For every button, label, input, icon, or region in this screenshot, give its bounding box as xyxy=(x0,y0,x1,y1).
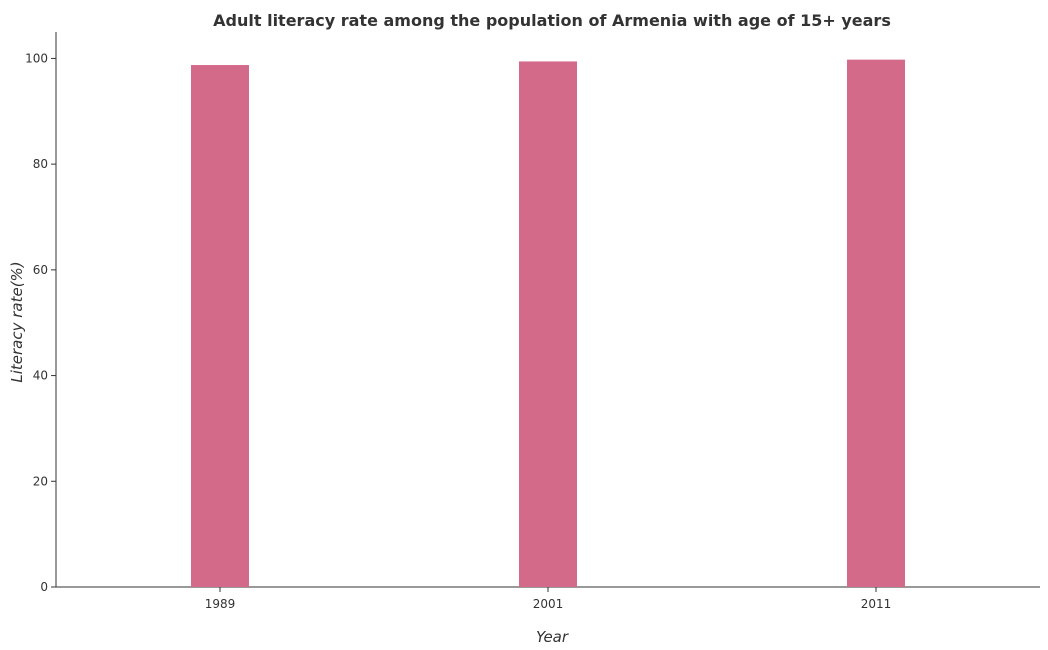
x-tick-label: 2001 xyxy=(533,597,564,611)
y-tick-label: 40 xyxy=(33,369,48,383)
bars xyxy=(191,59,905,588)
bar-2001 xyxy=(519,61,577,588)
y-tick-label: 20 xyxy=(33,474,48,488)
y-tick-label: 60 xyxy=(33,263,48,277)
bar-1989 xyxy=(191,65,249,588)
y-tick-label: 100 xyxy=(25,51,48,65)
plot-area: 0 20 40 60 80 100 1989 2001 2011 xyxy=(25,32,1040,611)
y-axis-label: Literacy rate(%) xyxy=(8,261,26,382)
x-tick-label: 1989 xyxy=(205,597,236,611)
x-tick-label: 2011 xyxy=(861,597,892,611)
y-tick-label: 0 xyxy=(40,580,48,594)
x-axis-ticks: 1989 2001 2011 xyxy=(205,587,892,611)
y-tick-label: 80 xyxy=(33,157,48,171)
bar-2011 xyxy=(847,59,905,587)
y-axis-ticks: 0 20 40 60 80 100 xyxy=(25,51,56,594)
chart-title: Adult literacy rate among the population… xyxy=(213,11,891,30)
x-axis-label: Year xyxy=(536,628,569,646)
